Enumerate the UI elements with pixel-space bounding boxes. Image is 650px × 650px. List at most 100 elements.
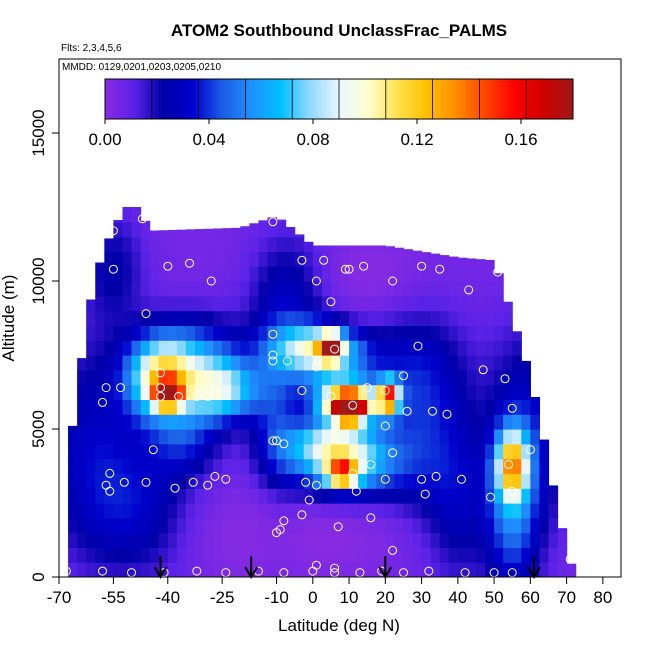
heat-cell — [104, 325, 114, 341]
measurement-point — [507, 486, 517, 496]
heat-cell — [149, 532, 160, 548]
heat-cell — [167, 310, 178, 326]
heat-cell — [149, 325, 160, 341]
heat-cell — [68, 503, 78, 519]
heat-cell — [412, 458, 423, 474]
heat-cell — [167, 517, 178, 534]
heat-cell — [95, 325, 105, 341]
heat-cell — [176, 517, 187, 534]
heat-cell — [113, 488, 124, 504]
measurement-point — [424, 566, 434, 576]
colorbar-segment — [472, 79, 477, 119]
heat-cell — [521, 532, 531, 548]
heat-cell — [231, 325, 241, 341]
heat-cell — [113, 310, 124, 326]
colorbar-segment — [415, 79, 420, 119]
heat-cell — [240, 458, 250, 474]
colorbar-segment — [125, 79, 129, 119]
heat-cell — [249, 429, 260, 445]
heat-cell — [140, 251, 151, 267]
heat-cell — [222, 532, 232, 548]
measurement-point — [221, 474, 231, 484]
heat-cell — [494, 503, 504, 519]
heat-cell — [303, 384, 314, 400]
heat-cell — [294, 488, 305, 504]
heat-cell — [113, 458, 124, 474]
heat-cell — [421, 384, 432, 400]
colorbar-segment — [536, 79, 541, 119]
colorbar-segment — [108, 79, 113, 119]
heat-cell — [222, 340, 232, 356]
heat-cell — [222, 414, 232, 430]
colorbar: 0.00 0.04 0.08 0.12 0.16 — [88, 78, 574, 149]
heat-cell — [530, 443, 541, 460]
heat-cell — [403, 429, 414, 445]
colorbar-segment — [476, 79, 480, 119]
heat-cell — [294, 414, 305, 430]
heat-cell — [194, 399, 205, 415]
heat-cell — [104, 488, 114, 504]
heat-cell — [104, 473, 114, 489]
heat-cell — [204, 236, 214, 252]
heat-cell — [340, 429, 350, 445]
chart-title: ATOM2 Southbound UnclassFrac_PALMS — [171, 21, 507, 40]
heat-cell — [376, 369, 386, 386]
heat-cell — [167, 429, 178, 445]
measurement-point — [399, 371, 408, 381]
heat-cell — [430, 281, 441, 297]
heat-cell — [466, 517, 477, 534]
heat-cell — [557, 547, 568, 563]
heat-cell — [213, 458, 223, 474]
heat-cell — [176, 236, 187, 252]
heat-cell — [77, 503, 87, 519]
heat-cell — [131, 221, 142, 238]
heat-cell — [512, 355, 522, 371]
heat-cell — [312, 251, 323, 267]
heat-cell — [140, 414, 151, 430]
heat-cell — [258, 220, 269, 223]
heat-cell — [403, 562, 414, 577]
heat-cell — [95, 488, 105, 504]
heat-cell — [185, 310, 196, 326]
heat-cell — [185, 325, 196, 341]
colorbar-segment — [412, 79, 417, 119]
heat-cell — [267, 325, 278, 341]
heat-cell — [321, 414, 332, 430]
heat-cell — [403, 458, 414, 474]
heat-cell — [222, 251, 232, 267]
heat-cell — [503, 384, 513, 400]
heat-cell — [367, 251, 377, 267]
colorbar-segment — [345, 79, 350, 119]
heat-cell — [394, 458, 405, 474]
heat-cell — [267, 266, 278, 282]
measurement-point — [148, 445, 158, 455]
heat-cell — [222, 473, 232, 489]
heat-cell — [77, 488, 87, 504]
colorbar-segment — [442, 79, 447, 119]
heat-cell — [385, 281, 395, 297]
heat-cell — [267, 473, 278, 489]
heat-cell — [367, 325, 377, 341]
heat-cell — [412, 429, 423, 445]
colorbar-segment — [138, 79, 143, 119]
colorbar-segment — [268, 79, 273, 119]
heat-cell — [185, 399, 196, 415]
heat-cell — [494, 532, 504, 548]
heat-cell — [104, 251, 114, 267]
heat-cell — [512, 562, 522, 577]
measurement-point — [478, 365, 488, 375]
measurement-point — [348, 400, 358, 410]
heat-cell — [494, 429, 504, 445]
heat-cell — [530, 532, 541, 548]
measurement-point — [507, 403, 517, 413]
colorbar-segment — [198, 79, 203, 119]
colorbar-segment — [552, 79, 557, 119]
colorbar-tick-label: 0.16 — [504, 130, 537, 149]
heat-cell — [475, 355, 486, 371]
measurement-point — [174, 391, 184, 401]
heat-cell — [521, 503, 531, 519]
heat-cell — [276, 443, 287, 460]
heat-cell — [194, 517, 205, 534]
heat-cell — [403, 249, 414, 252]
heat-cell — [475, 429, 486, 445]
